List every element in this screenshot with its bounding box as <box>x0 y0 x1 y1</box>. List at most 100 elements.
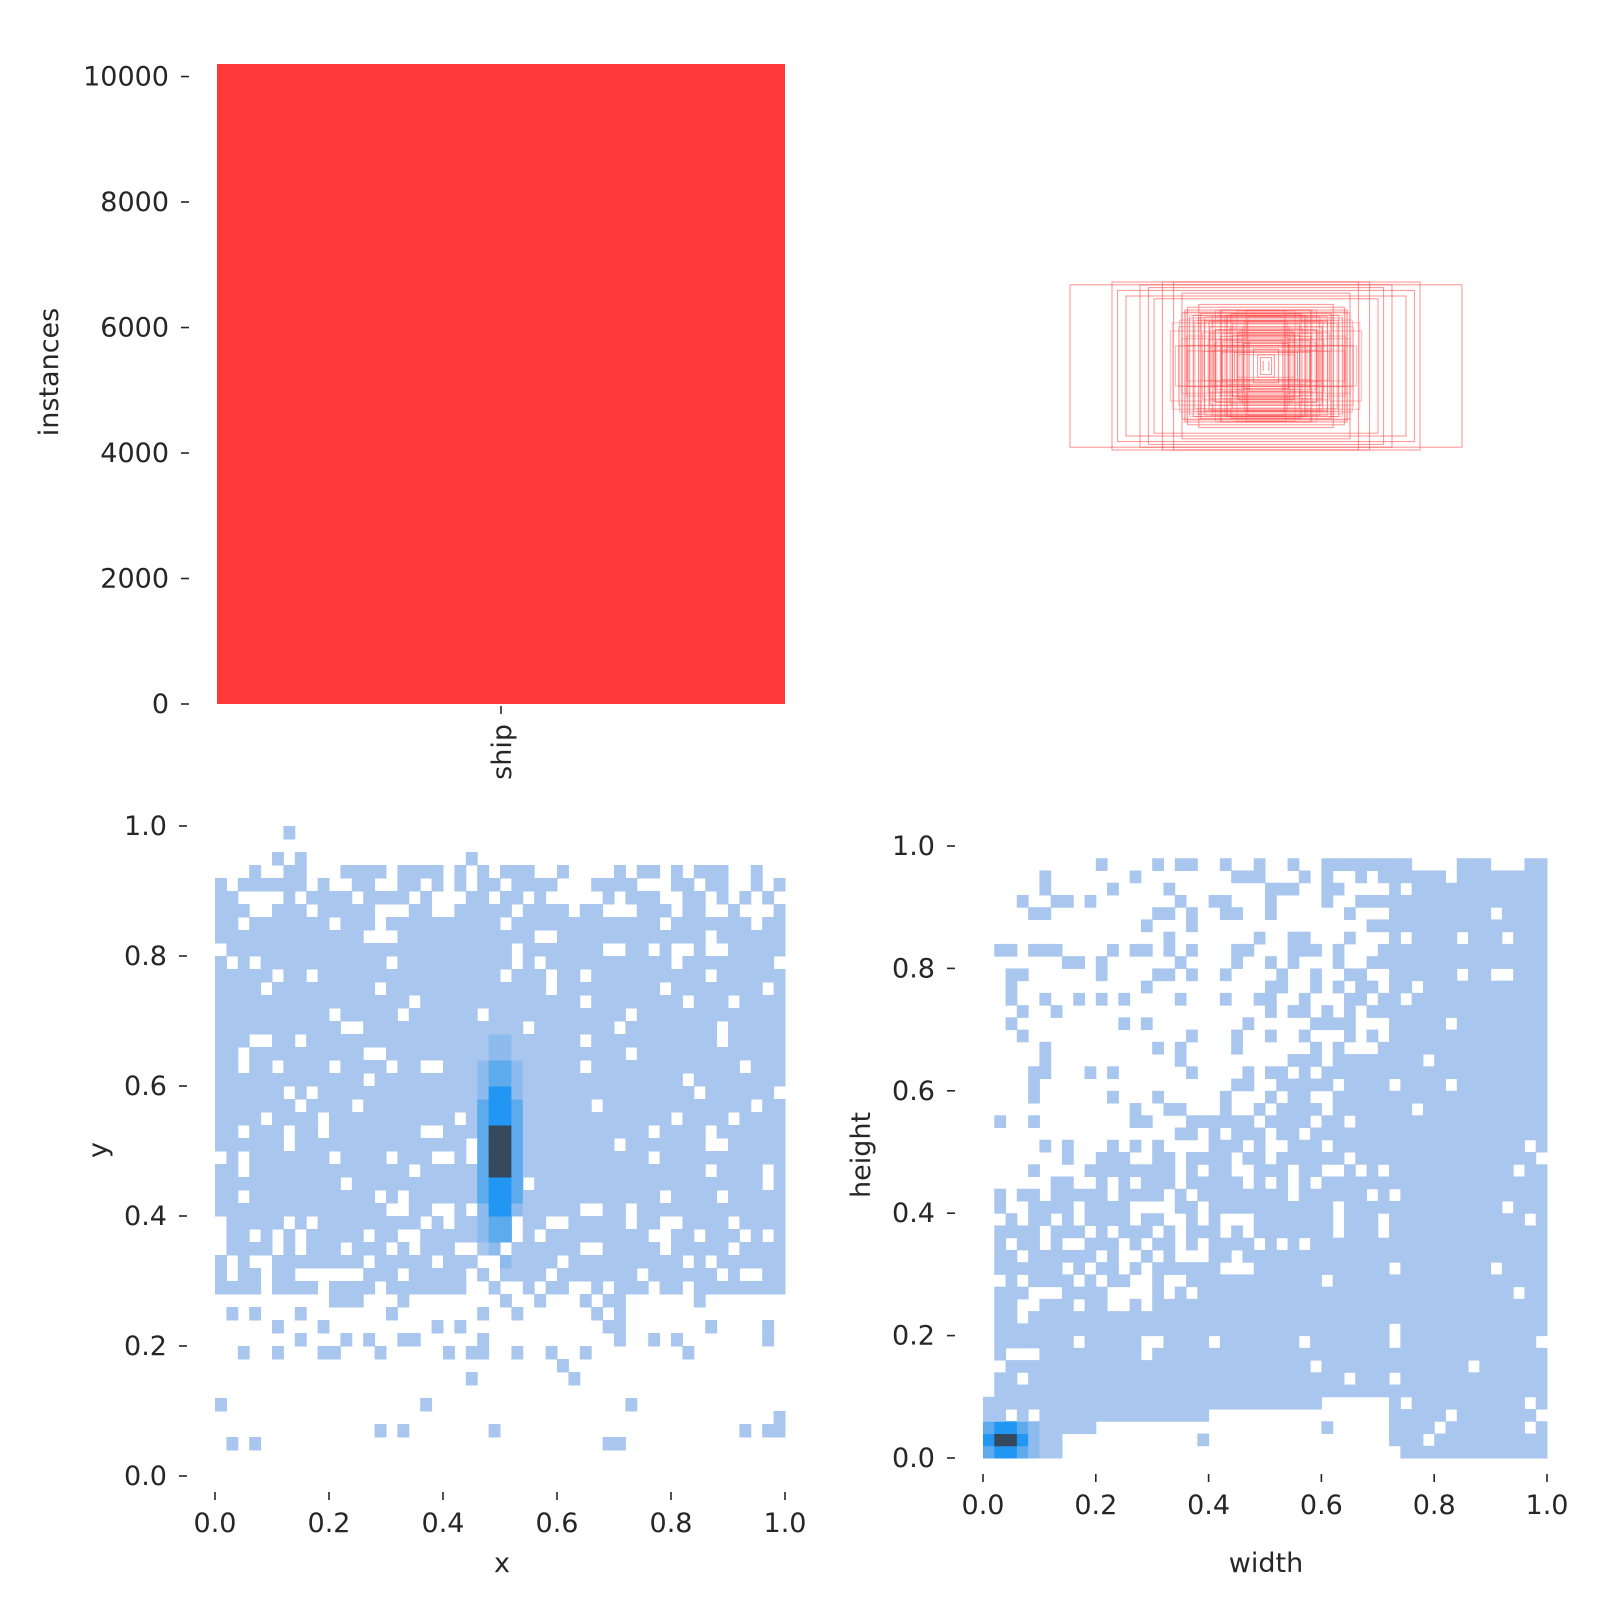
wh-histogram-cell <box>1298 1225 1311 1239</box>
xy-histogram-cell <box>750 1073 763 1087</box>
xy-histogram-cell <box>671 1255 683 1269</box>
xy-histogram-cell <box>294 1021 307 1035</box>
xy-histogram-cell <box>534 1073 547 1087</box>
xy-histogram-cell <box>431 917 444 931</box>
wh-histogram-cell <box>1366 980 1379 994</box>
xy-histogram-cell <box>568 1151 581 1165</box>
xy-histogram-cell <box>283 891 296 905</box>
wh-histogram-cell <box>1513 1262 1525 1275</box>
xy-histogram-cell <box>602 1242 615 1256</box>
wh-histogram-cell <box>1061 894 1074 908</box>
xy-histogram-cell <box>272 1268 284 1282</box>
wh-histogram-cell <box>1242 1384 1255 1398</box>
wh-histogram-cell <box>1310 1225 1322 1239</box>
wh-histogram-cell <box>1253 1103 1266 1116</box>
wh-histogram-cell <box>1219 1286 1232 1300</box>
xy-histogram-cell <box>294 1047 307 1061</box>
xy-histogram-cell <box>363 1190 376 1204</box>
wh-histogram-cell <box>1186 968 1198 982</box>
xy-histogram-cell <box>237 1346 250 1360</box>
xy-histogram-cell <box>363 956 376 970</box>
wh-histogram-cell <box>1208 1200 1221 1214</box>
wh-histogram-cell <box>1343 1127 1356 1141</box>
xy-histogram-cell <box>557 1151 569 1165</box>
wh-histogram-cell <box>1231 1078 1243 1092</box>
xy-histogram-cell <box>591 1034 604 1048</box>
xy-histogram-cell <box>272 852 284 866</box>
xy-histogram-cell <box>534 1216 547 1230</box>
wh-histogram-cell <box>1535 992 1548 1006</box>
xy-histogram-cell <box>477 878 490 892</box>
wh-histogram-cell <box>1321 1115 1334 1129</box>
xy-histogram-cell <box>762 1281 775 1295</box>
wh-histogram-cell <box>1400 1127 1413 1141</box>
wh-histogram-cell <box>1434 1311 1446 1324</box>
wh-histogram-cell <box>1524 1005 1537 1018</box>
wh-histogram-cell <box>1343 1360 1356 1373</box>
box-outline <box>1209 326 1323 406</box>
xy-histogram-cell <box>465 1177 478 1191</box>
wh-histogram-cell <box>1107 1409 1119 1422</box>
xy-histogram-cell <box>431 1099 444 1113</box>
wh-histogram-cell <box>1231 1372 1243 1386</box>
wh-histogram-cell <box>1411 1090 1424 1104</box>
wh-histogram-cell <box>1479 882 1492 896</box>
wh-histogram-cell <box>1095 956 1108 969</box>
heatmap-x-tick-label: 0.0 <box>194 1508 237 1539</box>
xy-histogram-cell <box>716 969 729 983</box>
xy-histogram-cell <box>249 1242 262 1256</box>
xy-histogram-cell <box>272 1008 284 1022</box>
box-outline <box>1220 336 1312 396</box>
wh-histogram-cell <box>1005 1372 1018 1386</box>
xy-histogram-cell <box>762 1242 775 1256</box>
wh-histogram-cell <box>1501 980 1514 994</box>
xy-histogram-cell <box>500 943 512 957</box>
wh-histogram-cell <box>1479 1409 1492 1422</box>
xy-histogram-cell <box>625 1281 638 1295</box>
xy-histogram-cell <box>260 1242 273 1256</box>
xy-histogram-cell <box>272 930 284 944</box>
wh-histogram-cell <box>1468 1347 1480 1361</box>
xy-histogram-cell <box>511 1086 524 1100</box>
xy-histogram-cell <box>659 1086 672 1100</box>
wh-histogram-cell <box>1310 1396 1322 1410</box>
xy-histogram-cell <box>568 1203 581 1217</box>
xy-histogram-cell <box>237 943 250 957</box>
wh-histogram-cell <box>1095 1188 1108 1202</box>
xy-histogram-cell <box>693 1060 706 1074</box>
xy-histogram-cell <box>522 1242 535 1256</box>
wh-histogram-cell <box>1310 1152 1322 1165</box>
xy-histogram-cell <box>591 1112 604 1126</box>
wh-histogram-cell <box>1501 1249 1514 1263</box>
wh-histogram-cell <box>1152 1237 1164 1251</box>
wh-histogram-cell <box>1513 1323 1525 1337</box>
xy-histogram-cell <box>397 1086 410 1100</box>
xy-histogram-cell <box>716 1229 729 1243</box>
xy-histogram-cell <box>249 1307 262 1321</box>
wh-histogram-cell <box>1535 1078 1548 1092</box>
xy-histogram-cell <box>306 1242 319 1256</box>
xy-histogram-cell <box>557 1229 569 1243</box>
wh-histogram-cell <box>1061 1347 1074 1361</box>
xy-histogram-cell <box>557 982 569 996</box>
xy-histogram-cell <box>500 1034 512 1048</box>
xy-histogram-cell <box>306 1164 319 1178</box>
wh-histogram-cell <box>1061 1200 1074 1214</box>
xy-histogram-cell <box>306 956 319 970</box>
wh-histogram-cell <box>1434 1188 1446 1202</box>
xy-histogram-cell <box>671 1021 683 1035</box>
box-outline <box>1200 312 1332 420</box>
xy-histogram-cell <box>431 1073 444 1087</box>
wh-histogram-cell <box>1479 1298 1492 1312</box>
wh-histogram-cell <box>1005 1311 1018 1324</box>
xy-histogram-cell <box>488 1125 501 1139</box>
box-outline <box>1243 337 1289 395</box>
wh-histogram-cell <box>1039 1445 1052 1459</box>
wh-histogram-cell <box>1016 1005 1029 1018</box>
wh-histogram-cell <box>1310 980 1322 994</box>
box-outline <box>1207 339 1325 393</box>
wh-histogram-cell <box>1366 1225 1379 1239</box>
xy-histogram-cell <box>500 956 512 970</box>
wh-histogram-cell <box>1287 1090 1300 1104</box>
xy-histogram-cell <box>237 1216 250 1230</box>
